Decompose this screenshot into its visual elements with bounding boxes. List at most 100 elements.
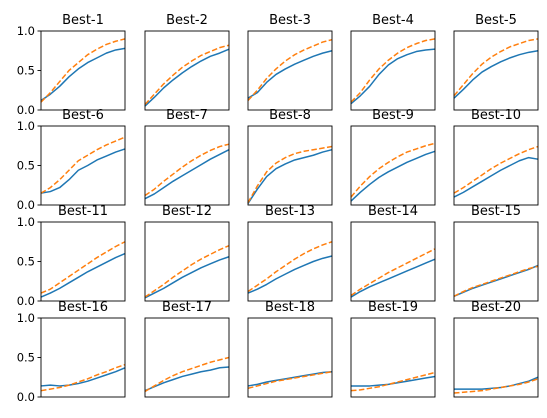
panel-frame: [247, 30, 333, 111]
panel-title: Best-5: [475, 13, 517, 28]
panel-frame: [453, 30, 539, 111]
y-tick-label: 1.0: [17, 24, 35, 38]
panel-frame: [144, 30, 230, 111]
panel-frame: [247, 125, 333, 206]
panel-title: Best-10: [471, 108, 521, 123]
panel-title: Best-18: [265, 300, 315, 315]
panel-title: Best-20: [471, 300, 521, 315]
series-line-1-panel-18: [247, 370, 333, 387]
series-line-1-panel-12: [144, 256, 230, 299]
series-line-2-panel-6: [40, 136, 126, 194]
series-line-1-panel-1: [40, 47, 126, 102]
chart-panel-16: Best-16 0.0 0.5 1.0: [17, 300, 126, 404]
series-line-1-panel-19: [351, 375, 436, 387]
series-line-1-panel-7: [144, 149, 230, 200]
panel-frame: [40, 30, 126, 111]
series-line-2-panel-18: [247, 370, 333, 390]
panel-frame: [350, 30, 436, 111]
panel-title: Best-12: [162, 204, 212, 219]
panel-frame: [144, 221, 230, 302]
series-line-2-panel-11: [40, 241, 126, 294]
panel-title: Best-9: [372, 108, 414, 123]
panel-title: Best-7: [166, 108, 208, 123]
chart-panel-8: Best-8: [247, 108, 333, 206]
panel-title: Best-6: [62, 108, 104, 123]
chart-panel-2: Best-2: [144, 13, 230, 111]
chart-panel-7: Best-7: [144, 108, 230, 206]
panel-title: Best-14: [368, 204, 418, 219]
chart-panel-9: Best-9: [350, 108, 436, 206]
series-line-2-panel-12: [144, 245, 230, 298]
series-line-2-panel-15: [453, 265, 539, 297]
chart-panel-20: Best-20: [453, 300, 539, 398]
panel-frame: [453, 125, 539, 206]
chart-panel-14: Best-14: [350, 204, 436, 302]
y-tick-label: 0.5: [17, 159, 35, 173]
chart-panel-10: Best-10: [453, 108, 539, 206]
series-line-1-panel-8: [247, 148, 333, 204]
panel-title: Best-19: [368, 300, 418, 315]
panel-frame: [40, 221, 126, 302]
series-line-2-panel-8: [247, 145, 333, 203]
panel-frame: [453, 221, 539, 302]
panel-frame: [350, 221, 436, 302]
series-line-1-panel-3: [247, 50, 333, 99]
panel-frame: [247, 221, 333, 302]
panel-title: Best-3: [269, 13, 311, 28]
chart-panel-5: Best-5: [453, 13, 539, 111]
series-line-1-panel-9: [350, 150, 436, 202]
panel-title: Best-17: [162, 300, 212, 315]
chart-panel-1: Best-1 0.0 0.5 1.0: [17, 13, 126, 117]
series-line-2-panel-9: [350, 142, 436, 198]
series-line-2-panel-13: [247, 241, 333, 293]
chart-panel-13: Best-13: [247, 204, 333, 302]
panel-frame: [350, 317, 436, 398]
panel-frame: [350, 125, 436, 206]
series-line-1-panel-10: [453, 156, 539, 198]
series-line-2-panel-1: [40, 38, 126, 103]
series-line-1-panel-16: [40, 367, 126, 387]
panel-frame: [247, 317, 333, 398]
y-tick-label: 1.0: [17, 311, 35, 325]
series-line-1-panel-14: [350, 258, 436, 298]
panel-title: Best-15: [471, 204, 521, 219]
y-tick-label: 0.5: [17, 351, 35, 365]
series-line-1-panel-13: [247, 255, 333, 294]
chart-panel-18: Best-18: [247, 300, 333, 398]
y-tick-label: 0.0: [17, 103, 35, 117]
chart-panel-19: Best-19: [350, 300, 436, 398]
series-line-1-panel-4: [350, 48, 436, 105]
series-line-1-panel-17: [144, 366, 230, 392]
y-tick-label: 0.0: [17, 294, 35, 308]
series-line-2-panel-10: [453, 145, 539, 194]
chart-panel-12: Best-12: [144, 204, 230, 302]
panel-frame: [144, 125, 230, 206]
series-line-1-panel-2: [144, 48, 230, 107]
chart-panel-11: Best-11 0.0 0.5 1.0: [17, 204, 126, 308]
panel-title: Best-16: [58, 300, 108, 315]
y-tick-label: 1.0: [17, 119, 35, 133]
series-line-2-panel-4: [350, 38, 436, 103]
series-line-2-panel-19: [350, 371, 436, 392]
y-tick-label: 1.0: [17, 215, 35, 229]
y-tick-label: 0.0: [17, 390, 35, 404]
panel-title: Best-1: [62, 13, 104, 28]
chart-panel-4: Best-4: [350, 13, 436, 111]
chart-panel-6: Best-6 0.0 0.5 1.0: [17, 108, 126, 212]
series-line-2-panel-2: [144, 44, 230, 105]
panel-title: Best-8: [269, 108, 311, 123]
series-line-1-panel-11: [40, 252, 126, 298]
panel-title: Best-11: [58, 204, 108, 219]
panel-frame: [144, 317, 230, 398]
panel-title: Best-13: [265, 204, 315, 219]
series-line-2-panel-14: [350, 248, 436, 297]
y-tick-label: 0.5: [17, 64, 35, 78]
chart-panel-3: Best-3: [247, 13, 333, 111]
panel-frame: [40, 125, 126, 206]
chart-panel-17: Best-17: [144, 300, 230, 398]
series-line-2-panel-5: [453, 38, 539, 97]
series-line-1-panel-6: [40, 148, 126, 194]
series-line-2-panel-7: [144, 143, 230, 197]
series-line-2-panel-3: [247, 38, 333, 102]
